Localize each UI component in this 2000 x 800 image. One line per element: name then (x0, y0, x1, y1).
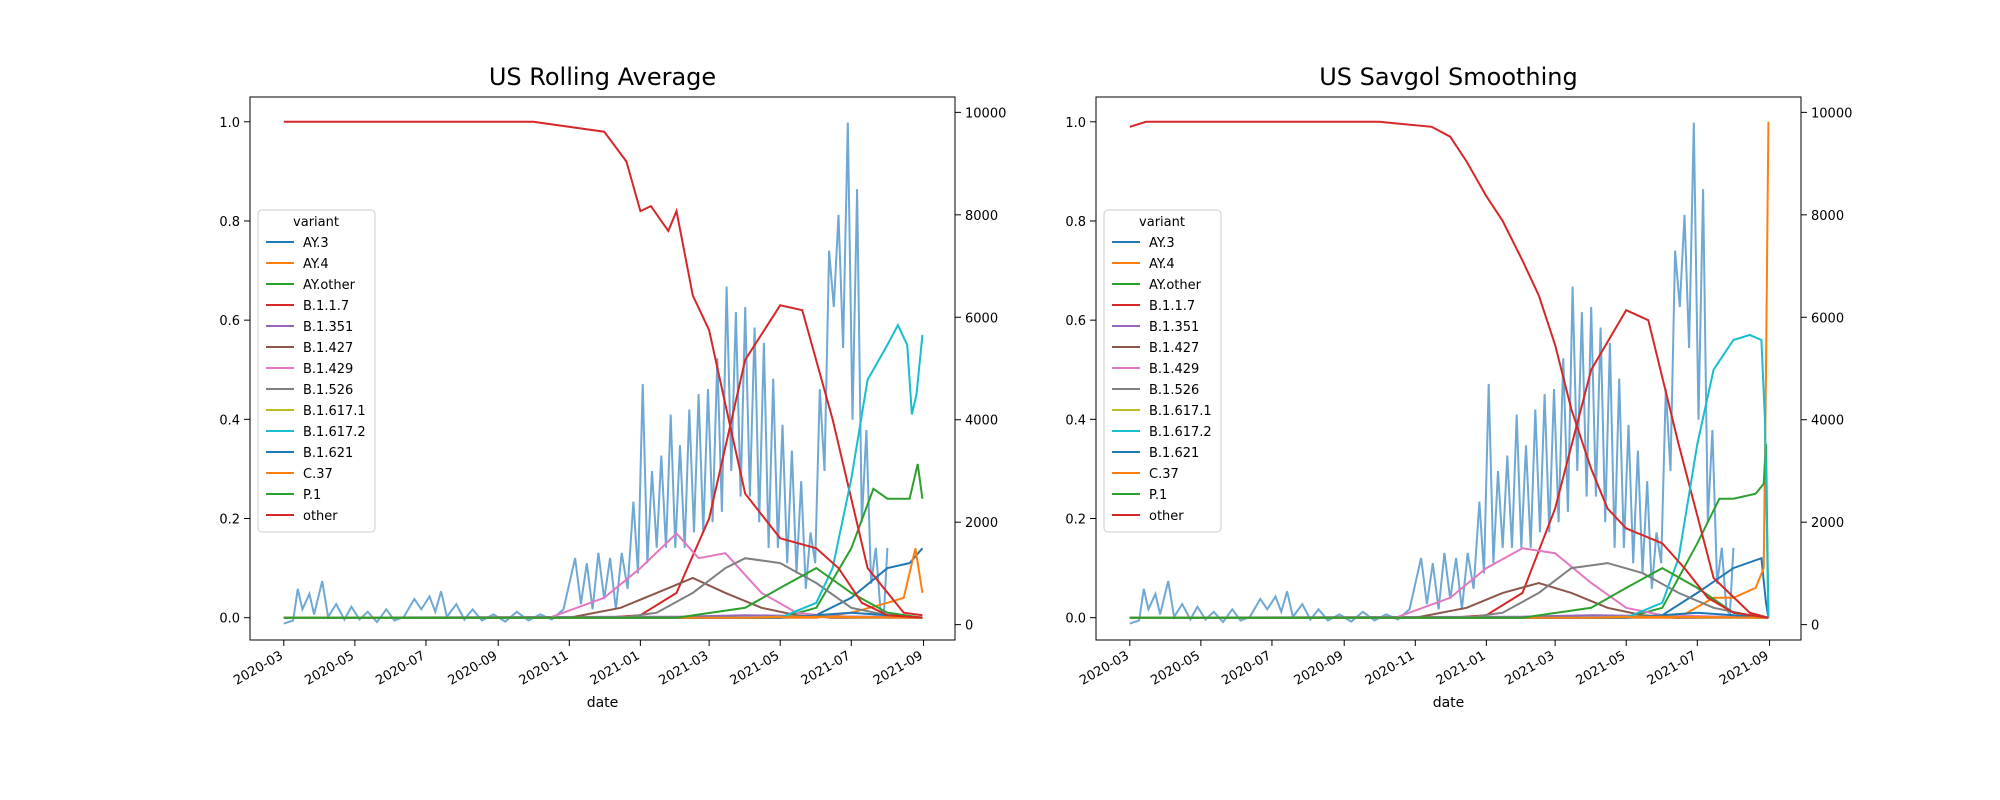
legend-entry: B.1.1.7 (303, 299, 349, 314)
legend-entry: C.37 (1149, 467, 1179, 482)
plot-frame (1095, 96, 1802, 641)
legend-entry: B.1.351 (1149, 320, 1199, 335)
y2-tick-label: 6000 (965, 311, 998, 326)
legend-entry: AY.other (1149, 278, 1202, 293)
y2-tick-label: 4000 (965, 414, 998, 429)
legend-entry: P.1 (1149, 488, 1167, 503)
x-tick-label: 2021-03 (657, 648, 712, 688)
y-tick-label: 0.4 (1065, 413, 1086, 428)
legend-entry: B.1.526 (1149, 383, 1199, 398)
x-tick-label: 2020-11 (1363, 648, 1418, 688)
x-tick-label: 2020-09 (1292, 648, 1347, 688)
legend-entry: C.37 (303, 467, 333, 482)
y-tick-label: 0.0 (1065, 612, 1086, 627)
y-tick-label: 0.8 (1065, 215, 1086, 230)
series-line-B.1.617.2 (1129, 333, 1770, 619)
legend-entry: B.1.617.1 (1149, 404, 1212, 419)
legend-entry: other (1149, 509, 1184, 524)
legend-entry: B.1.621 (1149, 446, 1199, 461)
y-tick-label: 1.0 (219, 116, 240, 131)
legend-entry: AY.3 (1149, 236, 1175, 251)
y-tick-label: 0.2 (219, 513, 240, 528)
x-tick-label: 2020-05 (302, 648, 357, 688)
y-tick-label: 1.0 (1065, 116, 1086, 131)
x-tick-label: 2021-05 (728, 648, 783, 688)
legend-entry: AY.3 (303, 236, 329, 251)
legend-entry: B.1.427 (1149, 341, 1199, 356)
series-line-P.1 (283, 566, 923, 619)
legend-entry: AY.other (303, 278, 356, 293)
legend-entry: B.1.427 (303, 341, 353, 356)
x-tick-label: 2021-09 (871, 648, 926, 688)
legend-entry: P.1 (303, 488, 321, 503)
legend-entry: B.1.429 (303, 362, 353, 377)
x-tick-label: 2021-07 (1645, 648, 1700, 688)
legend-entry: B.1.617.2 (303, 425, 366, 440)
counts-line (1129, 122, 1735, 625)
series-line-B.1.617.2 (283, 322, 924, 619)
chart-panel-2: US Savgol Smoothing 0.0 0.2 0.4 0.6 0.8 1.0 0 20… (1065, 63, 1852, 711)
legend: variant AY.3 AY.4 AY.other B.1.1.7 B.1.351 B.1… (1103, 209, 1222, 533)
y2-tick-label: 2000 (1811, 516, 1844, 531)
legend-entry: B.1.351 (303, 320, 353, 335)
x-tick-label: 2020-05 (1148, 648, 1203, 688)
y-tick-label: 0.6 (219, 314, 240, 329)
series-line-B.1.429 (1129, 547, 1769, 619)
y2-tick-label: 4000 (1811, 414, 1844, 429)
x-tick-label: 2020-07 (1219, 648, 1274, 688)
x-axis-label: date (587, 695, 619, 711)
y2-tick-label: 10000 (965, 106, 1006, 121)
y-tick-label: 0.8 (219, 215, 240, 230)
legend-entry: B.1.617.2 (1149, 425, 1212, 440)
x-tick-label: 2020-03 (1077, 648, 1132, 688)
series-line-other (1129, 120, 1769, 619)
y2-tick-label: 10000 (1811, 106, 1852, 121)
y-tick-label: 0.2 (1065, 513, 1086, 528)
plot-frame (249, 96, 956, 641)
chart-panel-1: US Rolling Average 0.0 0.2 0.4 0.6 0.8 1.0 0 200… (219, 63, 1006, 711)
x-tick-label: 2021-01 (1434, 648, 1489, 688)
legend-entry: B.1.617.1 (303, 404, 366, 419)
series-line-B.1.526 (283, 557, 923, 619)
chart-title: US Rolling Average (489, 63, 716, 91)
legend-entry: B.1.621 (303, 446, 353, 461)
y2-tick-label: 0 (1811, 619, 1819, 634)
x-tick-label: 2020-11 (517, 648, 572, 688)
legend: variant AY.3 AY.4 AY.other B.1.1.7 B.1.351 B.1… (257, 209, 376, 533)
x-tick-label: 2021-09 (1717, 648, 1772, 688)
legend-title: variant (1139, 215, 1185, 230)
y2-tick-label: 0 (965, 619, 973, 634)
y2-tick-label: 2000 (965, 516, 998, 531)
legend-entry: AY.4 (1149, 257, 1175, 272)
x-tick-label: 2021-07 (799, 648, 854, 688)
x-tick-label: 2021-01 (588, 648, 643, 688)
x-tick-label: 2020-09 (446, 648, 501, 688)
y-tick-label: 0.4 (219, 413, 240, 428)
x-tick-label: 2020-07 (373, 648, 428, 688)
legend-title: variant (293, 215, 339, 230)
legend-entry: B.1.429 (1149, 362, 1199, 377)
y2-tick-label: 8000 (965, 209, 998, 224)
x-tick-label: 2020-03 (231, 648, 286, 688)
y2-tick-label: 8000 (1811, 209, 1844, 224)
chart-title: US Savgol Smoothing (1319, 63, 1578, 91)
legend-entry: B.1.526 (303, 383, 353, 398)
legend-entry: AY.4 (303, 257, 329, 272)
series-line-B.1.429 (283, 531, 923, 619)
x-tick-label: 2021-05 (1574, 648, 1629, 688)
x-axis-label: date (1433, 695, 1465, 711)
series-line-B.1.526 (1129, 562, 1769, 619)
series-line-other (283, 120, 923, 619)
y2-tick-label: 6000 (1811, 311, 1844, 326)
legend-entry: other (303, 509, 338, 524)
y-tick-label: 0.6 (1065, 314, 1086, 329)
y-tick-label: 0.0 (219, 612, 240, 627)
x-tick-label: 2021-03 (1503, 648, 1558, 688)
legend-entry: B.1.1.7 (1149, 299, 1195, 314)
